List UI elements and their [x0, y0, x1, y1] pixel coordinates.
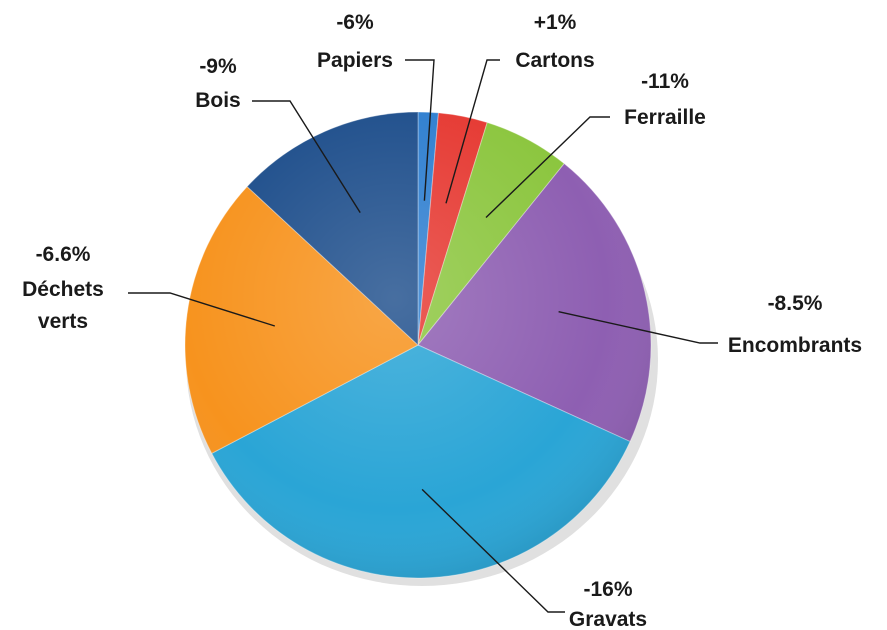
category-label-papiers: Papiers — [317, 49, 393, 72]
leader-line-gravats — [421, 488, 565, 613]
category-label-gravats: Gravats — [569, 608, 647, 630]
leader-line-encombrants — [558, 311, 718, 344]
change-label-ferraille: -11% — [641, 70, 689, 93]
leader-line-cartons — [445, 59, 500, 204]
leader-line-ferraille — [485, 116, 610, 219]
category-label-encombrants: Encombrants — [728, 334, 862, 357]
leader-line-papiers — [405, 59, 435, 201]
category-label-ferraille: Ferraille — [624, 106, 706, 129]
slice-labels: -6% Papiers +1% Cartons -11% Ferraille -8.5% En… — [22, 11, 862, 630]
change-label-papiers: -6% — [336, 11, 374, 34]
category-label-dechets-verts-line-2: verts — [38, 310, 88, 333]
leader-line-bois — [252, 100, 361, 213]
change-label-gravats: -16% — [583, 578, 632, 601]
category-label-dechets-verts-line-1: Déchets — [22, 278, 104, 301]
change-label-dechets-verts: -6.6% — [36, 243, 91, 266]
change-label-bois: -9% — [199, 55, 237, 78]
leader-line-dechets-verts — [128, 292, 276, 327]
category-label-bois: Bois — [195, 89, 241, 112]
category-label-cartons: Cartons — [515, 49, 594, 72]
change-label-cartons: +1% — [534, 11, 577, 34]
change-label-encombrants: -8.5% — [768, 292, 823, 315]
leader-lines — [128, 59, 718, 613]
pie-slices — [184, 111, 652, 579]
